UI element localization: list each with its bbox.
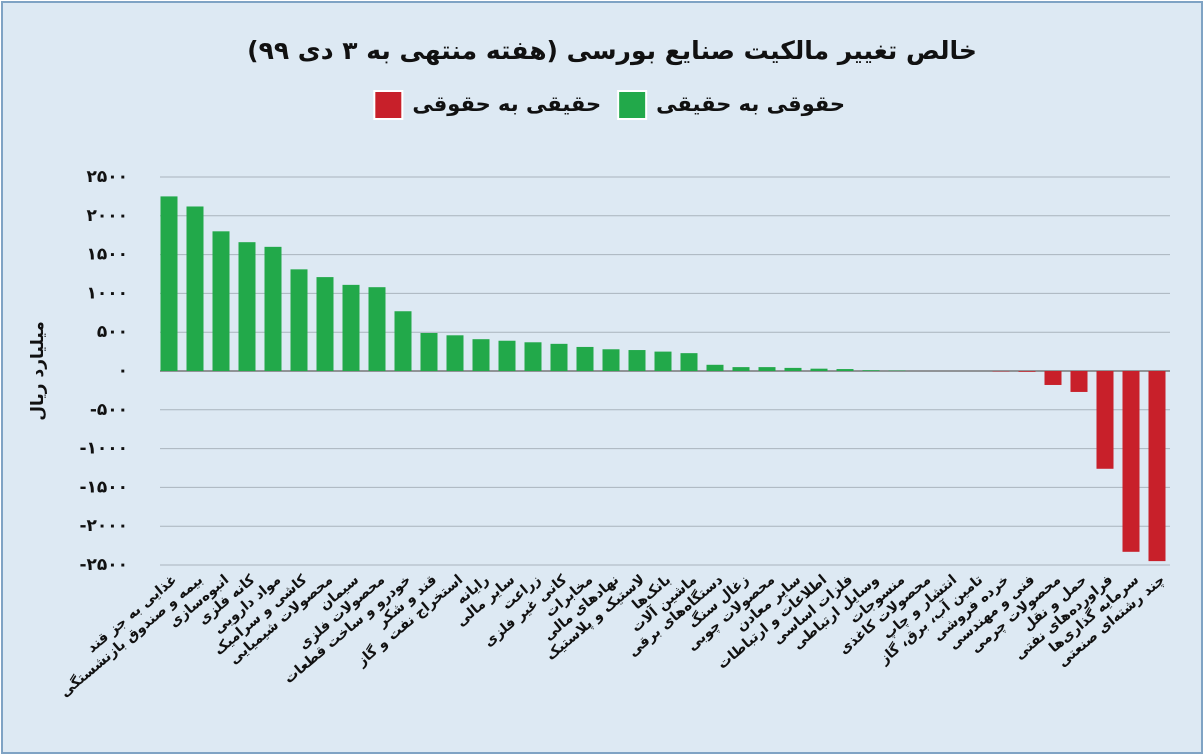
bar (680, 353, 698, 371)
bar (810, 368, 828, 371)
bar (1148, 371, 1166, 562)
bar (862, 370, 880, 371)
bar (446, 335, 464, 371)
bar (368, 287, 386, 371)
bar (264, 246, 282, 371)
bar (394, 311, 412, 371)
bar (1096, 371, 1114, 469)
bar (628, 350, 646, 371)
y-tick-label: ۲۵۰۰ (86, 167, 128, 187)
y-tick-label: -۱۵۰۰ (79, 477, 128, 497)
bar (732, 367, 750, 371)
bar (654, 351, 672, 371)
bar (472, 339, 490, 371)
bar (316, 277, 334, 371)
bar (836, 369, 854, 371)
bar (212, 231, 230, 371)
bar (1122, 371, 1140, 552)
bar (186, 206, 204, 371)
bar (1070, 371, 1088, 392)
bar (524, 342, 542, 371)
y-tick-label: ۲۰۰۰ (86, 206, 128, 226)
legend-swatch (617, 90, 648, 120)
y-tick-label: -۵۰۰ (90, 400, 128, 420)
bar (758, 367, 776, 371)
bar (498, 340, 516, 371)
bar (160, 196, 178, 371)
legend-label: حقوقی به حقیقی (656, 92, 845, 116)
y-tick-label: ۱۵۰۰ (86, 245, 128, 265)
y-tick-label: ۰ (118, 361, 128, 381)
bar (602, 349, 620, 371)
bar (576, 346, 594, 371)
bar (1018, 371, 1036, 372)
y-tick-label: -۲۰۰۰ (79, 516, 128, 536)
bar (420, 332, 438, 371)
y-tick-label: ۱۰۰۰ (86, 283, 128, 303)
y-axis-label: میلیارد ریال (28, 321, 48, 420)
bar (290, 269, 308, 371)
chart-title: خالص تغییر مالکیت صنایع بورسی (هفته منته… (247, 36, 977, 66)
bar (784, 367, 802, 371)
legend-swatch (373, 90, 404, 120)
bar (1044, 371, 1062, 385)
bar (550, 343, 568, 371)
legend-label: حقیقی به حقوقی (412, 92, 601, 116)
bar (238, 242, 256, 371)
y-tick-label: ۵۰۰ (97, 322, 128, 342)
bar (706, 364, 724, 371)
bar (342, 284, 360, 371)
y-tick-label: -۱۰۰۰ (79, 439, 128, 459)
y-tick-label: -۲۵۰۰ (79, 555, 128, 575)
